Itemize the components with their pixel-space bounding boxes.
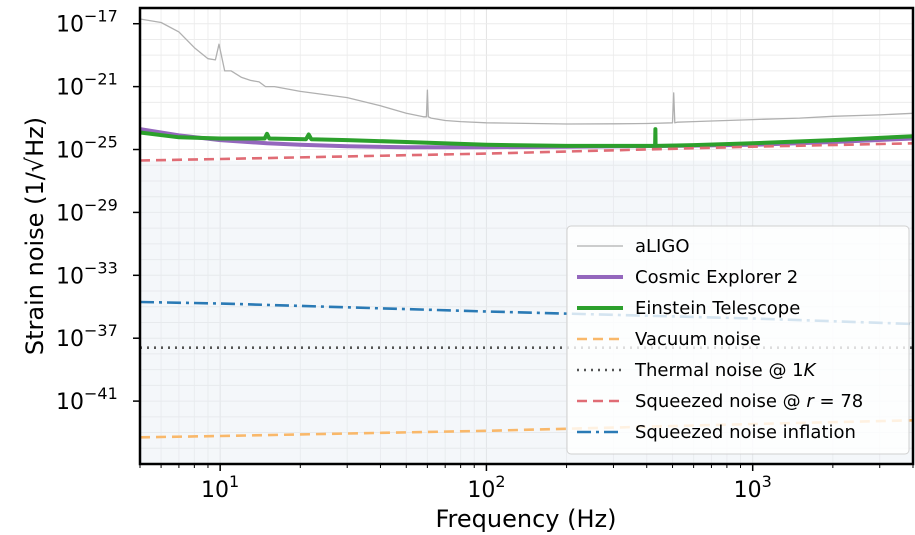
- y-tick-label: 10−41: [56, 384, 118, 415]
- legend-label: Squeezed noise @ r = 78: [635, 391, 863, 412]
- x-axis-title: Frequency (Hz): [436, 505, 617, 533]
- series-line-0: [140, 18, 913, 125]
- series-line-3: [140, 419, 913, 439]
- x-tick-label: 101: [201, 472, 239, 503]
- legend-box: [566, 225, 910, 455]
- legend-label: Cosmic Explorer 2: [635, 267, 798, 288]
- x-tick-label: 102: [467, 472, 505, 503]
- y-axis: 10−17 10−21 10−25 10−29 10−33 10−37 10−41: [56, 7, 140, 415]
- legend-label: Thermal noise @ 1K: [634, 360, 817, 381]
- legend-label: Squeezed noise inflation: [635, 422, 856, 443]
- y-tick-label: 10−37: [56, 321, 118, 352]
- y-tick-label: 10−25: [56, 133, 118, 164]
- series-line-2: [140, 127, 913, 148]
- legend-label: Einstein Telescope: [635, 298, 800, 319]
- legend-label: Vacuum noise: [635, 329, 761, 350]
- series-lines: [140, 18, 913, 439]
- y-tick-label: 10−17: [56, 7, 118, 38]
- y-tick-label: 10−21: [56, 70, 118, 101]
- series-line-5: [140, 142, 913, 162]
- y-tick-label: 10−29: [56, 195, 118, 226]
- y-tick-label: 10−33: [56, 258, 118, 289]
- x-axis: 101 102 103: [139, 464, 914, 503]
- legend-label: aLIGO: [635, 236, 689, 257]
- y-axis-title: Strain noise (1/√Hz): [21, 117, 49, 355]
- plot-frame: [138, 6, 915, 466]
- x-tick-label: 103: [734, 472, 772, 503]
- legend: aLIGO Cosmic Explorer 2 Einstein Telescope…: [566, 225, 910, 455]
